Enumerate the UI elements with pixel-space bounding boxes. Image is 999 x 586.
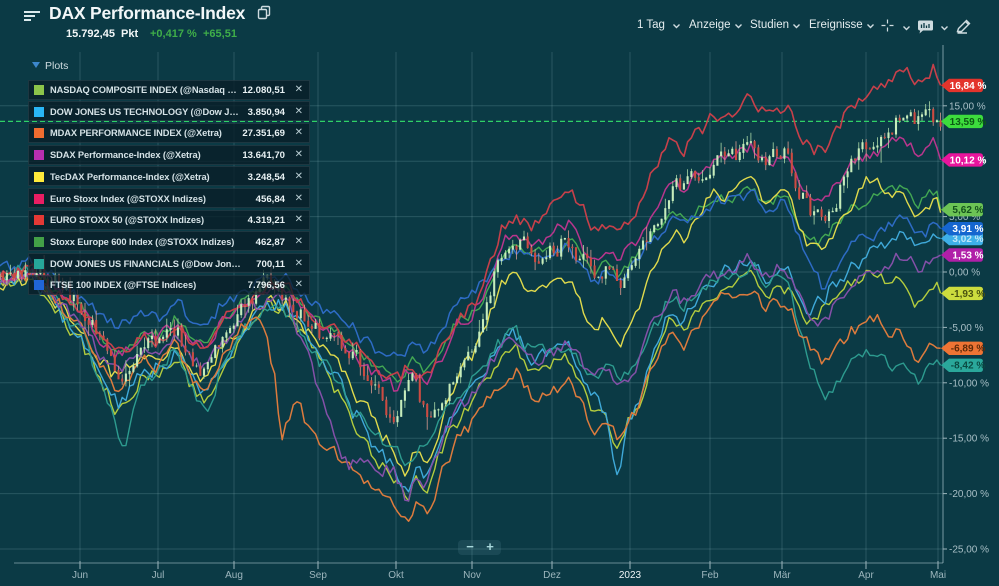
svg-text:Dez: Dez	[543, 570, 561, 581]
svg-text:Sep: Sep	[309, 570, 327, 581]
svg-text:2023: 2023	[619, 570, 642, 581]
svg-text:16,84 %: 16,84 %	[950, 81, 987, 92]
svg-text:1,53 %: 1,53 %	[952, 250, 983, 261]
svg-text:-10,00 %: -10,00 %	[949, 378, 989, 389]
svg-text:10,12 %: 10,12 %	[950, 155, 987, 166]
svg-text:13,59 %: 13,59 %	[950, 117, 987, 128]
svg-text:-1,93 %: -1,93 %	[951, 289, 986, 300]
svg-text:Jun: Jun	[72, 570, 88, 581]
svg-text:-15,00 %: -15,00 %	[949, 434, 989, 445]
svg-text:Mär: Mär	[773, 570, 791, 581]
svg-text:-25,00 %: -25,00 %	[949, 545, 989, 556]
svg-text:-8,42 %: -8,42 %	[951, 361, 986, 372]
svg-text:-5,00 %: -5,00 %	[949, 323, 984, 334]
svg-text:Aug: Aug	[225, 570, 243, 581]
svg-text:5,62 %: 5,62 %	[952, 205, 983, 216]
svg-text:-6,89 %: -6,89 %	[951, 344, 986, 355]
svg-text:3,02 %: 3,02 %	[952, 234, 983, 245]
svg-text:Mai: Mai	[930, 570, 946, 581]
svg-text:Apr: Apr	[858, 570, 874, 581]
svg-text:Okt: Okt	[388, 570, 404, 581]
svg-text:-20,00 %: -20,00 %	[949, 489, 989, 500]
svg-text:15,00 %: 15,00 %	[949, 101, 986, 112]
svg-text:Nov: Nov	[463, 570, 481, 581]
svg-text:5,00 %: 5,00 %	[949, 212, 980, 223]
svg-text:Feb: Feb	[701, 570, 719, 581]
svg-text:0,00 %: 0,00 %	[949, 268, 980, 279]
svg-text:3,91 %: 3,91 %	[952, 224, 983, 235]
svg-text:Jul: Jul	[152, 570, 165, 581]
